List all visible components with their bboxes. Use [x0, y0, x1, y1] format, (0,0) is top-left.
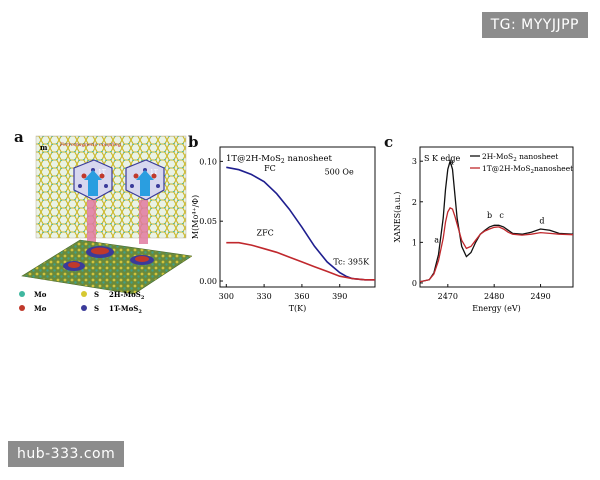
- panel-c-series-2h: [419, 158, 574, 283]
- panel-c-legend-label: 2H-MoS2 nanosheet: [482, 152, 558, 163]
- panel-a-letter: a: [14, 128, 24, 146]
- top-tag: m: [40, 143, 48, 152]
- panel-c-ytick-label: 1: [412, 238, 417, 247]
- panel-c-xlabel: Energy (eV): [472, 304, 521, 313]
- panel-b-series-zfc: [226, 241, 375, 281]
- panel-c-ytick-label: 3: [412, 157, 417, 166]
- panel-b-title: 1T@2H-MoS2 nanosheet: [226, 154, 332, 165]
- panel-c-labels: S K edge 2H-MoS2 nanosheet1T@2H-MoS2nanos…: [424, 152, 573, 244]
- panel-b-field-annotation: 500 Oe: [325, 168, 354, 177]
- panel-c-ytick-label: 2: [412, 198, 417, 207]
- panel-c-legend-label: 1T@2H-MoS2nanosheet: [482, 164, 573, 175]
- watermark-bottom: hub-333.com: [8, 441, 125, 467]
- base-domain-right-core: [135, 256, 149, 262]
- panel-b-series-label-zfc: ZFC: [257, 229, 274, 238]
- beam-left: [87, 200, 96, 244]
- legend-s-2h-label: S: [94, 290, 99, 299]
- domain-label-right: 1T: [150, 169, 158, 176]
- panel-b-ytick-label: 0.00: [199, 277, 217, 286]
- panel-c-peak-label: c: [499, 211, 504, 220]
- panel-b-ylabel: M(Mo⁴⁺/Φ): [191, 195, 200, 239]
- panel-c-ylabel: XANES(a.u.): [393, 192, 402, 243]
- panel-b-ytick-label: 0.05: [199, 217, 217, 226]
- panel-c-series-1t-2h: [419, 207, 574, 283]
- panel-c-peak-label: b: [487, 211, 492, 220]
- panel-c-axes: 2470 2480 2490 0 1 2 3 Energy (eV) XANES(a.u.): [393, 146, 574, 313]
- panel-b-ytick-label: 0.10: [199, 157, 217, 166]
- coupling-label: Ferromagnetic coupling: [59, 142, 121, 148]
- legend-s-1t-swatch: [81, 305, 87, 311]
- legend-mo-2h-label: Mo: [34, 290, 47, 299]
- panel-a-legend: Mo S 2H-MoS2 Mo S 1T-MoS2: [19, 290, 145, 315]
- panel-c-xtick-label: 2470: [438, 292, 458, 301]
- base-domain-left-core: [91, 247, 109, 255]
- panel-c-peak-label: d: [539, 216, 544, 225]
- beam-right: [139, 200, 148, 244]
- watermark-top: TG: MYYJJPP: [481, 12, 588, 38]
- panel-b-series: [226, 166, 375, 281]
- panel-c-chart: 2470 2480 2490 0 1 2 3 Energy (eV) XANES(a.u.) S…: [393, 146, 574, 313]
- legend-group-2h: 2H-MoS2: [109, 290, 145, 301]
- legend-group-1t: 1T-MoS2: [109, 304, 142, 315]
- legend-mo-1t-swatch: [19, 305, 25, 311]
- panel-c-xtick-label: 2490: [530, 292, 550, 301]
- panel-c-title: S K edge: [424, 154, 461, 163]
- panel-b-letter: b: [188, 133, 199, 151]
- panel-c-series: [419, 158, 574, 283]
- panel-b-xtick-label: 330: [256, 292, 271, 301]
- panel-b-chart: 300 330 360 390 0.00 0.05 0.10 T(K) M(Mo⁴⁺/Φ) 1T…: [191, 146, 376, 313]
- panel-b-xtick-label: 360: [294, 292, 309, 301]
- base-nanosheet: [21, 239, 192, 295]
- panel-c-ytick-label: 0: [412, 279, 417, 288]
- legend-mo-2h-swatch: [19, 291, 25, 297]
- legend-s-2h-swatch: [81, 291, 87, 297]
- panel-b-xlabel: T(K): [289, 304, 307, 313]
- spin-arrow-left: [84, 170, 102, 196]
- panel-b-axes: 300 330 360 390 0.00 0.05 0.10 T(K) M(Mo⁴⁺/Φ): [191, 146, 376, 313]
- domain-label-left: 1T: [98, 169, 106, 176]
- panel-b-tc-annotation: Tc: 395K: [333, 257, 370, 266]
- base-domain-lower-core: [68, 262, 80, 268]
- panel-b-xtick-label: 300: [219, 292, 234, 301]
- panel-c-xtick-label: 2480: [484, 292, 504, 301]
- panel-c-peak-label: a: [434, 235, 439, 244]
- legend-mo-1t-label: Mo: [34, 304, 47, 313]
- panel-a: a: [14, 128, 192, 318]
- panel-c-peak-label: a: [449, 157, 454, 166]
- spin-arrow-right: [136, 170, 154, 196]
- legend-s-1t-label: S: [94, 304, 99, 313]
- panel-c-plot-frame: [419, 146, 574, 288]
- panel-b-series-label-fc: FC: [264, 164, 276, 173]
- panel-b-plot-frame: [219, 146, 376, 288]
- panel-c-letter: c: [384, 133, 394, 151]
- panel-b-xtick-label: 390: [332, 292, 347, 301]
- panel-a-illustration: 1T 1T m Ferromagnetic coupling Mo S 2H-M…: [19, 135, 192, 315]
